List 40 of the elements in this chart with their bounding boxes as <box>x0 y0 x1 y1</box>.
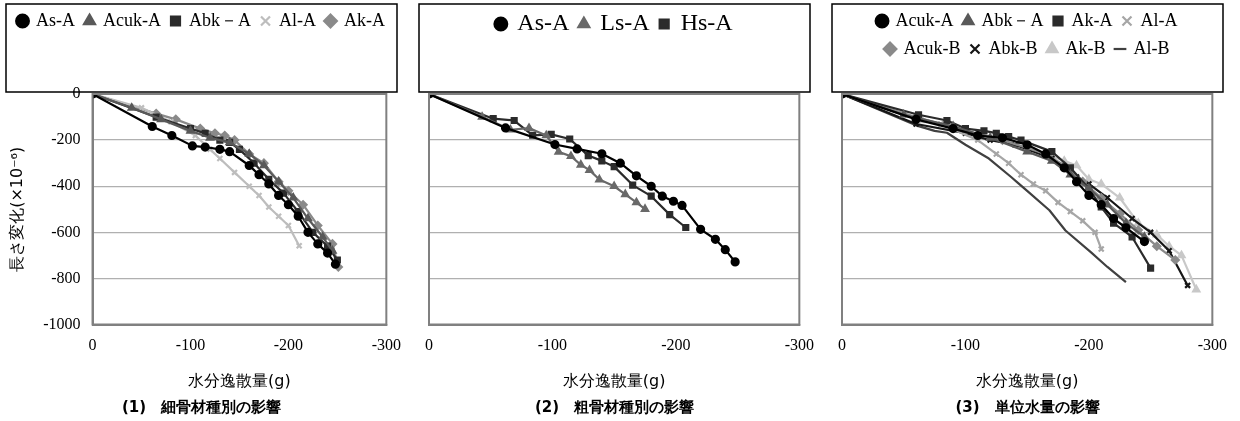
y-tick-label: -200 <box>51 130 81 148</box>
x-tick-label: -200 <box>1074 336 1104 354</box>
x-tick-label: -100 <box>175 336 206 354</box>
x-axis-title: 水分逸散量(g) <box>975 370 1079 390</box>
y-tick-label: -400 <box>51 176 81 194</box>
x-tick-label: -300 <box>1197 336 1227 354</box>
legend-label: Hs-A <box>680 9 734 36</box>
x-tick-label: -200 <box>273 336 304 354</box>
legend-label: Ak-B <box>1065 37 1106 58</box>
legend-label: Acuk-B <box>903 37 961 58</box>
legend-label: Ak-A <box>1071 9 1113 30</box>
legend-label: Al-A <box>279 9 316 30</box>
x-tick-label: 0 <box>88 336 97 354</box>
legend-label: Abk－A <box>189 9 251 30</box>
x-tick-label: 0 <box>425 336 433 354</box>
y-axis-title: 長さ変化(×10⁻⁶) <box>6 146 26 272</box>
x-tick-label: -300 <box>784 336 814 354</box>
legend-label: Abk－A <box>981 9 1044 30</box>
x-axis-title: 水分逸散量(g) <box>562 370 666 390</box>
y-tick-label: -600 <box>51 222 81 240</box>
text: (2) 粗骨材種別の影響 <box>534 397 695 416</box>
legend-label: Abk-B <box>988 37 1038 58</box>
y-tick-label: -800 <box>51 268 81 286</box>
text: (1) 細骨材種別の影響 <box>121 397 282 416</box>
x-tick-label: -100 <box>537 336 568 354</box>
legend-label: Ak-A <box>343 9 385 30</box>
legend-label: Al-A <box>1140 9 1178 30</box>
legend-label: As-A <box>517 9 571 36</box>
x-tick-label: -100 <box>950 336 981 354</box>
legend-label: Acuk-A <box>895 9 954 30</box>
x-tick-label: 0 <box>838 336 846 354</box>
x-tick-label: -300 <box>371 336 401 354</box>
x-axis-title: 水分逸散量(g) <box>188 370 291 390</box>
text: (3) 単位水量の影響 <box>955 397 1100 416</box>
legend-label: As-A <box>36 9 76 30</box>
y-tick-label: -1000 <box>43 314 81 332</box>
legend-label: Acuk-A <box>103 9 161 30</box>
x-tick-label: -200 <box>661 336 691 354</box>
legend-label: Ls-A <box>600 9 651 36</box>
legend-label: Al-B <box>1133 37 1170 58</box>
